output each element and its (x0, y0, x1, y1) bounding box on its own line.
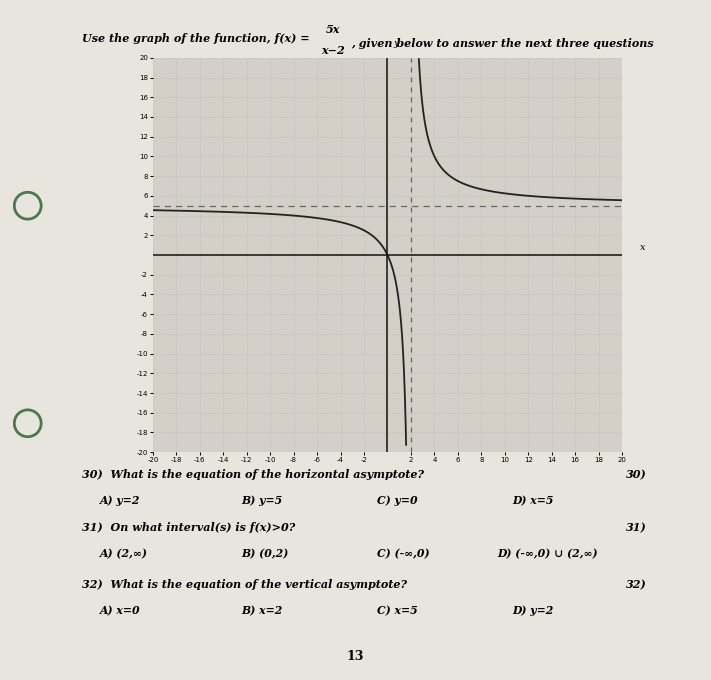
Text: D) (-∞,0) ∪ (2,∞): D) (-∞,0) ∪ (2,∞) (498, 548, 599, 559)
Text: B) (0,2): B) (0,2) (242, 548, 289, 559)
Text: C) (-∞,0): C) (-∞,0) (377, 548, 429, 559)
Circle shape (14, 410, 41, 437)
Text: B) x=2: B) x=2 (242, 605, 283, 616)
Text: D) y=2: D) y=2 (512, 605, 553, 616)
Text: y: y (393, 39, 399, 48)
Text: 30)  What is the equation of the horizontal asymptote?: 30) What is the equation of the horizont… (82, 469, 424, 480)
Text: C) y=0: C) y=0 (377, 495, 417, 506)
Text: 31)  On what interval(s) is f(x)>0?: 31) On what interval(s) is f(x)>0? (82, 522, 295, 533)
Text: 5x: 5x (326, 24, 340, 35)
Text: x: x (640, 243, 645, 252)
Text: , given below to answer the next three questions: , given below to answer the next three q… (351, 38, 654, 49)
Text: A) x=0: A) x=0 (100, 605, 140, 616)
Text: A) (2,∞): A) (2,∞) (100, 548, 148, 559)
Text: 31): 31) (626, 522, 646, 533)
Text: 32)  What is the equation of the vertical asymptote?: 32) What is the equation of the vertical… (82, 579, 407, 590)
Text: A) y=2: A) y=2 (100, 495, 140, 506)
Text: B) y=5: B) y=5 (242, 495, 283, 506)
Text: 32): 32) (626, 579, 646, 590)
Text: Use the graph of the function, f(x) =: Use the graph of the function, f(x) = (82, 33, 314, 44)
Text: 30): 30) (626, 469, 646, 480)
Circle shape (14, 192, 41, 219)
Text: D) x=5: D) x=5 (512, 495, 553, 506)
Text: x−2: x−2 (321, 45, 345, 56)
Text: 13: 13 (347, 650, 364, 663)
Text: C) x=5: C) x=5 (377, 605, 417, 616)
